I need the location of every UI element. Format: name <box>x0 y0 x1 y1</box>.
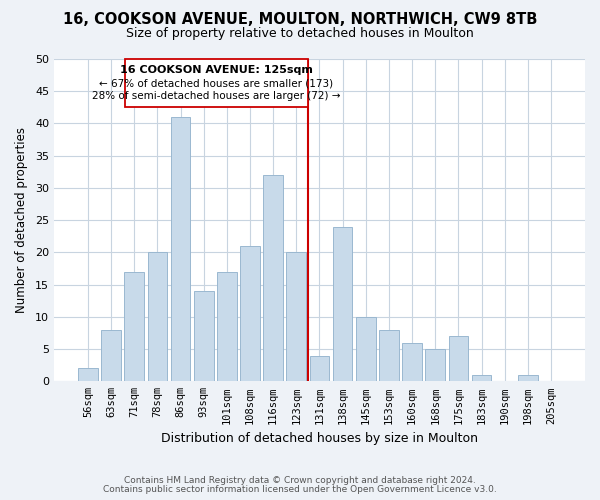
Bar <box>194 291 214 382</box>
Bar <box>402 342 422 382</box>
Bar <box>124 272 144 382</box>
Bar <box>217 272 236 382</box>
Y-axis label: Number of detached properties: Number of detached properties <box>15 127 28 313</box>
Bar <box>101 330 121 382</box>
Text: Contains public sector information licensed under the Open Government Licence v3: Contains public sector information licen… <box>103 485 497 494</box>
Text: Contains HM Land Registry data © Crown copyright and database right 2024.: Contains HM Land Registry data © Crown c… <box>124 476 476 485</box>
Bar <box>125 59 308 108</box>
Text: 16, COOKSON AVENUE, MOULTON, NORTHWICH, CW9 8TB: 16, COOKSON AVENUE, MOULTON, NORTHWICH, … <box>63 12 537 28</box>
Bar <box>449 336 468 382</box>
Bar <box>333 226 352 382</box>
Bar <box>379 330 399 382</box>
Bar <box>425 349 445 382</box>
Text: 16 COOKSON AVENUE: 125sqm: 16 COOKSON AVENUE: 125sqm <box>120 66 313 76</box>
Bar <box>310 356 329 382</box>
Bar <box>286 252 306 382</box>
Bar <box>148 252 167 382</box>
Text: Size of property relative to detached houses in Moulton: Size of property relative to detached ho… <box>126 28 474 40</box>
Bar <box>240 246 260 382</box>
X-axis label: Distribution of detached houses by size in Moulton: Distribution of detached houses by size … <box>161 432 478 445</box>
Bar <box>78 368 98 382</box>
Bar <box>263 175 283 382</box>
Bar <box>170 117 190 382</box>
Bar <box>472 375 491 382</box>
Bar <box>356 317 376 382</box>
Bar <box>518 375 538 382</box>
Text: ← 67% of detached houses are smaller (173): ← 67% of detached houses are smaller (17… <box>100 78 334 88</box>
Text: 28% of semi-detached houses are larger (72) →: 28% of semi-detached houses are larger (… <box>92 91 341 101</box>
